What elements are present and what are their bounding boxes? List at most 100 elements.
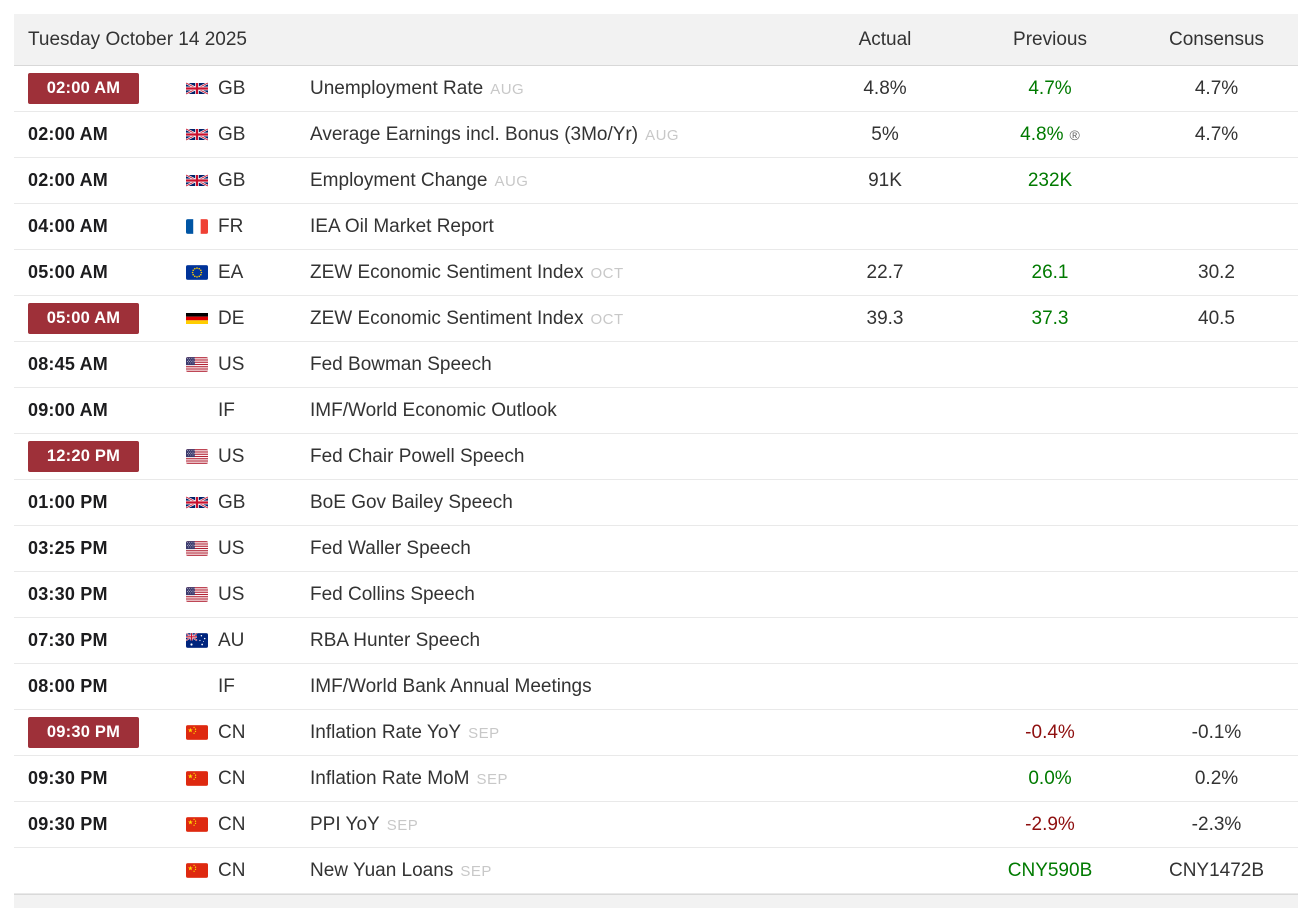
- event-cell: ZEW Economic Sentiment Index OCT: [305, 262, 805, 284]
- country-code: US: [218, 445, 245, 467]
- previous-value-cell: 232K: [965, 170, 1135, 192]
- calendar-event-row[interactable]: 09:30 PM CN PPI YoY SEP -2.9% -2.3%: [14, 802, 1298, 848]
- previous-value: 0.0%: [1028, 767, 1072, 789]
- calendar-event-row[interactable]: CN New Yuan Loans SEP CNY590B CNY1472B: [14, 848, 1298, 894]
- event-name-link[interactable]: PPI YoY: [310, 813, 380, 835]
- event-cell: New Yuan Loans SEP: [305, 860, 805, 882]
- event-name-link[interactable]: New Yuan Loans: [310, 859, 454, 881]
- event-cell: Fed Collins Speech: [305, 584, 805, 606]
- calendar-event-row[interactable]: 03:25 PM US Fed Waller Speech: [14, 526, 1298, 572]
- flag-de-icon: [186, 311, 208, 326]
- flag-gb-icon: [186, 495, 208, 510]
- previous-value-cell: 37.3: [965, 308, 1135, 330]
- calendar-event-row[interactable]: 02:00 AM GB Unemployment Rate AUG 4.8% 4…: [14, 66, 1298, 112]
- calendar-event-row[interactable]: 05:00 AM DE ZEW Economic Sentiment Index…: [14, 296, 1298, 342]
- event-time-cell: 09:30 PM: [14, 814, 172, 836]
- event-reference-period: OCT: [590, 310, 624, 328]
- calendar-event-row[interactable]: 03:30 PM US Fed Collins Speech: [14, 572, 1298, 618]
- flag-us-icon: [186, 357, 208, 372]
- event-reference-period: OCT: [590, 264, 624, 282]
- event-name-link[interactable]: Fed Collins Speech: [310, 583, 475, 605]
- event-name-link[interactable]: Fed Bowman Speech: [310, 353, 492, 375]
- event-time-cell: 03:25 PM: [14, 538, 172, 560]
- event-cell: ZEW Economic Sentiment Index OCT: [305, 308, 805, 330]
- event-time-cell: 08:45 AM: [14, 354, 172, 376]
- country-cell: CN: [172, 860, 305, 882]
- calendar-event-row[interactable]: 02:00 AM GB Employment Change AUG 91K 23…: [14, 158, 1298, 204]
- flag-us-icon: [186, 449, 208, 464]
- calendar-day-header: Tuesday October 14 2025 Actual Previous …: [14, 14, 1298, 66]
- next-day-header-partial: [14, 894, 1298, 908]
- country-cell: US: [172, 354, 305, 376]
- event-time: 04:00 AM: [28, 215, 108, 236]
- country-cell: US: [172, 584, 305, 606]
- calendar-event-row[interactable]: 04:00 AM FR IEA Oil Market Report: [14, 204, 1298, 250]
- event-name-link[interactable]: Fed Waller Speech: [310, 537, 471, 559]
- calendar-event-row[interactable]: 12:20 PM US Fed Chair Powell Speech: [14, 434, 1298, 480]
- column-header-consensus: Consensus: [1168, 28, 1265, 50]
- event-name-link[interactable]: Unemployment Rate: [310, 77, 484, 99]
- event-name-link[interactable]: IMF/World Economic Outlook: [310, 399, 557, 421]
- event-time: 09:00 AM: [28, 399, 108, 420]
- event-reference-period: SEP: [386, 816, 419, 834]
- country-flag-icon: [186, 403, 208, 418]
- event-time-cell: 09:30 PM: [14, 768, 172, 790]
- event-time: 12:20 PM: [28, 441, 139, 472]
- calendar-event-row[interactable]: 01:00 PM GB BoE Gov Bailey Speech: [14, 480, 1298, 526]
- calendar-event-row[interactable]: 02:00 AM GB Average Earnings incl. Bonus…: [14, 112, 1298, 158]
- previous-value-cell: 4.8% ®: [965, 124, 1135, 146]
- event-cell: IEA Oil Market Report: [305, 216, 805, 238]
- actual-value: 5%: [871, 123, 899, 145]
- event-name-link[interactable]: ZEW Economic Sentiment Index: [310, 307, 584, 329]
- country-cell: US: [172, 446, 305, 468]
- calendar-event-row[interactable]: 05:00 AM EA ZEW Economic Sentiment Index…: [14, 250, 1298, 296]
- event-time: 02:00 AM: [28, 123, 108, 144]
- event-time-cell: 05:00 AM: [14, 262, 172, 284]
- calendar-event-row[interactable]: 09:30 PM CN Inflation Rate YoY SEP -0.4%…: [14, 710, 1298, 756]
- actual-value: 39.3: [866, 307, 904, 329]
- flag-au-icon: [186, 633, 208, 648]
- event-name-link[interactable]: Inflation Rate MoM: [310, 767, 470, 789]
- event-name-link[interactable]: IEA Oil Market Report: [310, 215, 494, 237]
- calendar-event-row[interactable]: 08:45 AM US Fed Bowman Speech: [14, 342, 1298, 388]
- event-name-link[interactable]: Employment Change: [310, 169, 488, 191]
- event-name-link[interactable]: Fed Chair Powell Speech: [310, 445, 525, 467]
- previous-value: CNY590B: [1007, 859, 1093, 881]
- event-time: 02:00 AM: [28, 73, 139, 104]
- event-time-cell: 02:00 AM: [14, 73, 172, 104]
- event-reference-period: SEP: [468, 724, 500, 742]
- previous-value-cell: 26.1: [965, 262, 1135, 284]
- flag-cn-icon: [186, 725, 208, 740]
- revised-marker: ®: [1069, 126, 1080, 143]
- event-time-cell: 12:20 PM: [14, 441, 172, 472]
- country-code: CN: [218, 721, 246, 743]
- calendar-event-row[interactable]: 09:00 AM IF IMF/World Economic Outlook: [14, 388, 1298, 434]
- event-name-link[interactable]: RBA Hunter Speech: [310, 629, 481, 651]
- event-cell: PPI YoY SEP: [305, 814, 805, 836]
- previous-value-cell: CNY590B: [965, 860, 1135, 882]
- flag-us-icon: [186, 587, 208, 602]
- event-name-link[interactable]: ZEW Economic Sentiment Index: [310, 261, 584, 283]
- country-code: CN: [218, 767, 246, 789]
- country-code: CN: [218, 859, 246, 881]
- country-cell: IF: [172, 676, 305, 698]
- country-cell: EA: [172, 262, 305, 284]
- event-cell: Average Earnings incl. Bonus (3Mo/Yr) AU…: [305, 124, 805, 146]
- event-name-link[interactable]: Average Earnings incl. Bonus (3Mo/Yr): [310, 123, 639, 145]
- calendar-event-row[interactable]: 07:30 PM AU RBA Hunter Speech: [14, 618, 1298, 664]
- event-name-link[interactable]: IMF/World Bank Annual Meetings: [310, 675, 592, 697]
- column-header-previous: Previous: [1013, 28, 1087, 50]
- country-code: IF: [218, 675, 235, 697]
- consensus-value: 4.7%: [1194, 123, 1239, 145]
- event-time: 03:30 PM: [28, 583, 108, 604]
- calendar-event-row[interactable]: 08:00 PM IF IMF/World Bank Annual Meetin…: [14, 664, 1298, 710]
- event-cell: Inflation Rate MoM SEP: [305, 768, 805, 790]
- event-time: 02:00 AM: [28, 169, 108, 190]
- country-cell: CN: [172, 814, 305, 836]
- calendar-event-row[interactable]: 09:30 PM CN Inflation Rate MoM SEP 0.0% …: [14, 756, 1298, 802]
- event-name-link[interactable]: Inflation Rate YoY: [310, 721, 462, 743]
- country-code: GB: [218, 77, 246, 99]
- consensus-value: 40.5: [1198, 307, 1235, 329]
- event-name-link[interactable]: BoE Gov Bailey Speech: [310, 491, 513, 513]
- event-time: 09:30 PM: [28, 767, 108, 788]
